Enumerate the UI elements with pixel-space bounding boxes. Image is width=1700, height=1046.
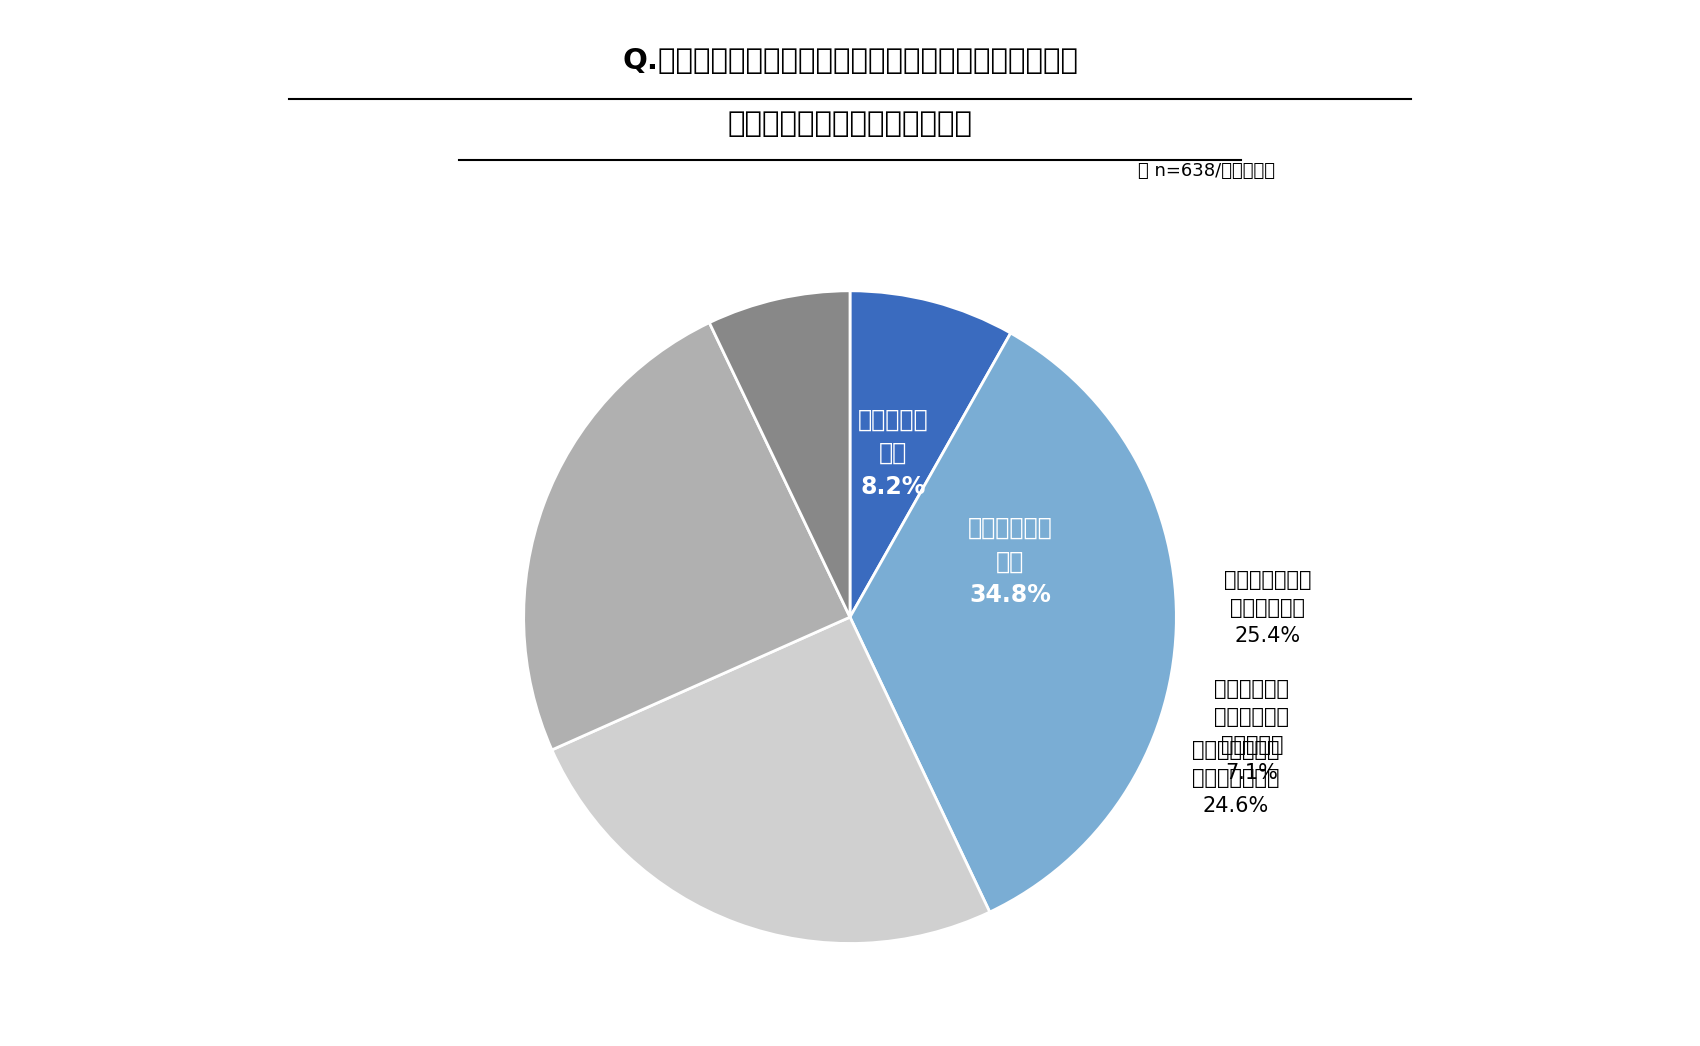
Text: 見聞きしたことはありますか。: 見聞きしたことはありますか。 <box>728 110 972 138</box>
Text: Q.電気ケトルのやけど事故について報道・ニュース等を: Q.電気ケトルのやけど事故について報道・ニュース等を <box>622 47 1078 75</box>
Text: よく見聞き
する
8.2%: よく見聞き する 8.2% <box>858 408 928 499</box>
Wedge shape <box>709 291 850 617</box>
Wedge shape <box>850 333 1176 912</box>
Wedge shape <box>850 291 1012 617</box>
Text: たまに見聞き
する
34.8%: たまに見聞き する 34.8% <box>967 516 1052 607</box>
Text: ほとんど見聞き
したことがない
24.6%: ほとんど見聞き したことがない 24.6% <box>1192 741 1278 816</box>
Wedge shape <box>552 617 989 943</box>
Wedge shape <box>524 322 850 750</box>
Text: （ n=638/単一回答）: （ n=638/単一回答） <box>1139 162 1275 180</box>
Text: あまり見聞きし
たことがない
25.4%: あまり見聞きし たことがない 25.4% <box>1224 570 1311 645</box>
Text: そもそも報道
やニュースを
見ていない
7.1%: そもそも報道 やニュースを 見ていない 7.1% <box>1214 679 1290 782</box>
